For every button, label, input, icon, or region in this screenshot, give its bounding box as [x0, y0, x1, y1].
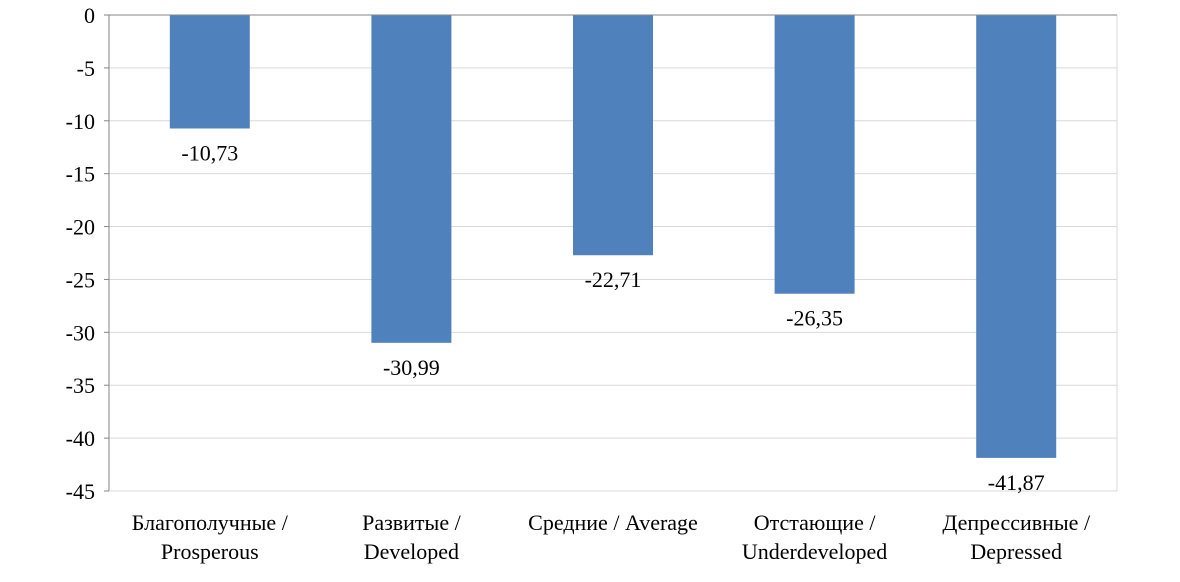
category-label-line: Developed: [364, 539, 459, 564]
data-label: -22,71: [585, 267, 642, 292]
data-label: -26,35: [786, 306, 843, 331]
data-labels: -10,73 -30,99 -22,71 -26,35 -41,87: [181, 140, 1044, 494]
y-tick-label: -30: [66, 320, 95, 345]
y-tick-label: -40: [66, 426, 95, 451]
y-tick-label: -10: [66, 109, 95, 134]
data-label: -10,73: [181, 140, 238, 165]
bar: [774, 15, 855, 294]
bars: [169, 15, 1057, 458]
category-labels: Благополучные / Prosperous Развитые / Devel…: [132, 510, 1091, 564]
category-label-line: Prosperous: [161, 539, 259, 564]
y-tick-label: -20: [66, 215, 95, 240]
category-label: Отстающие / Underdeveloped: [742, 510, 887, 564]
category-label: Благополучные / Prosperous: [132, 510, 289, 564]
data-label: -30,99: [383, 355, 440, 380]
y-tick-label: -5: [77, 56, 95, 81]
category-label-line: Отстающие /: [754, 510, 877, 535]
category-label: Средние / Average: [528, 510, 698, 535]
y-tick-label: 0: [84, 3, 95, 28]
y-tick-label: -15: [66, 162, 95, 187]
category-label: Развитые / Developed: [362, 510, 462, 564]
category-label-line: Средние / Average: [528, 510, 698, 535]
bar: [169, 15, 250, 129]
y-tick-labels: 0 -5 -10 -15 -20 -25 -30 -35 -40 -45: [66, 3, 95, 504]
bar: [976, 15, 1057, 458]
y-tick-label: -45: [66, 479, 95, 504]
bar: [573, 15, 653, 256]
category-label-line: Depressed: [970, 539, 1062, 564]
data-label: -41,87: [988, 470, 1045, 495]
category-label-line: Благополучные /: [132, 510, 289, 535]
category-label-line: Депрессивные /: [942, 510, 1091, 535]
y-tick-label: -35: [66, 373, 95, 398]
category-label: Депрессивные / Depressed: [942, 510, 1091, 564]
y-tick-label: -25: [66, 267, 95, 292]
bar: [371, 15, 452, 343]
category-label-line: Развитые /: [362, 510, 462, 535]
category-label-line: Underdeveloped: [742, 539, 887, 564]
axes: [104, 14, 1118, 492]
